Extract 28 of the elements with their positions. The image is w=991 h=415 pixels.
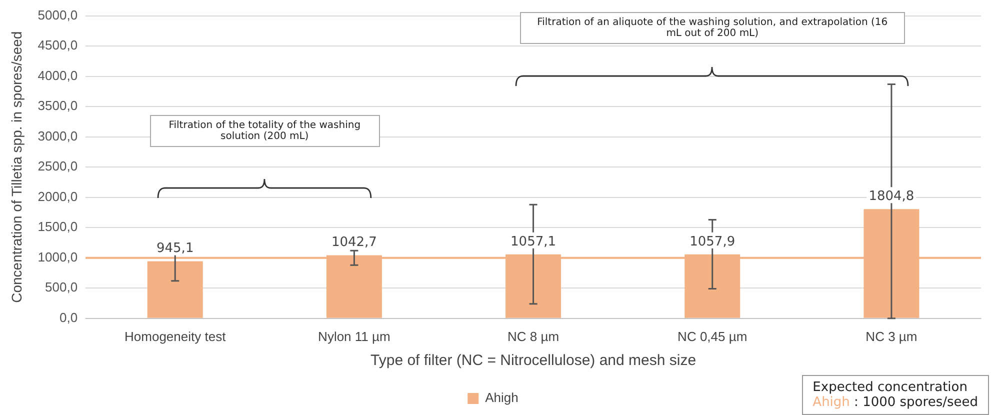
y-tick-label: 4000,0 — [38, 68, 78, 83]
x-tick-label: Homogeneity test — [124, 328, 226, 344]
legend-box: Expected concentration Ahigh : 1000 spores/seed — [802, 375, 989, 415]
x-tick-label: Nylon 11 µm — [318, 328, 390, 344]
y-tick-label: 3000,0 — [38, 128, 78, 144]
data-label: 1057,1 — [510, 234, 556, 250]
bar — [147, 261, 203, 318]
legend-label: Ahigh — [485, 390, 518, 406]
data-label: 1804,8 — [868, 189, 914, 204]
y-tick-label: 1500,0 — [38, 219, 78, 234]
x-tick-label: NC 0,45 µm — [678, 328, 748, 344]
y-tick-label: 5000,0 — [38, 7, 78, 22]
y-tick-label: 2500,0 — [38, 158, 78, 174]
y-tick-label: 1000,0 — [38, 249, 78, 264]
data-label: 1042,7 — [331, 235, 377, 250]
note-box: Filtration of an aliquote of the washing solution, and extrapolation (16 mL out of 200 mL) — [520, 12, 905, 44]
data-label: 945,1 — [156, 241, 194, 256]
x-tick-label: NC 3 µm — [866, 328, 918, 344]
y-tick-label: 2000,0 — [38, 188, 78, 204]
data-label: 1057,9 — [690, 234, 736, 250]
x-tick-label: NC 8 µm — [508, 328, 560, 344]
y-axis-title: Concentration of Tilletia spp. in spores/seed — [8, 31, 24, 303]
y-tick-label: 3500,0 — [38, 98, 78, 114]
y-tick-label: 500,0 — [45, 280, 78, 295]
x-axis-title: Type of filter (NC = Nitrocellulose) and mesh size — [370, 352, 696, 370]
y-tick-label: 4500,0 — [38, 38, 78, 53]
y-tick-label: 0,0 — [59, 310, 78, 325]
note-box: Filtration of the totality of the washing solution (200 mL) — [150, 115, 380, 147]
